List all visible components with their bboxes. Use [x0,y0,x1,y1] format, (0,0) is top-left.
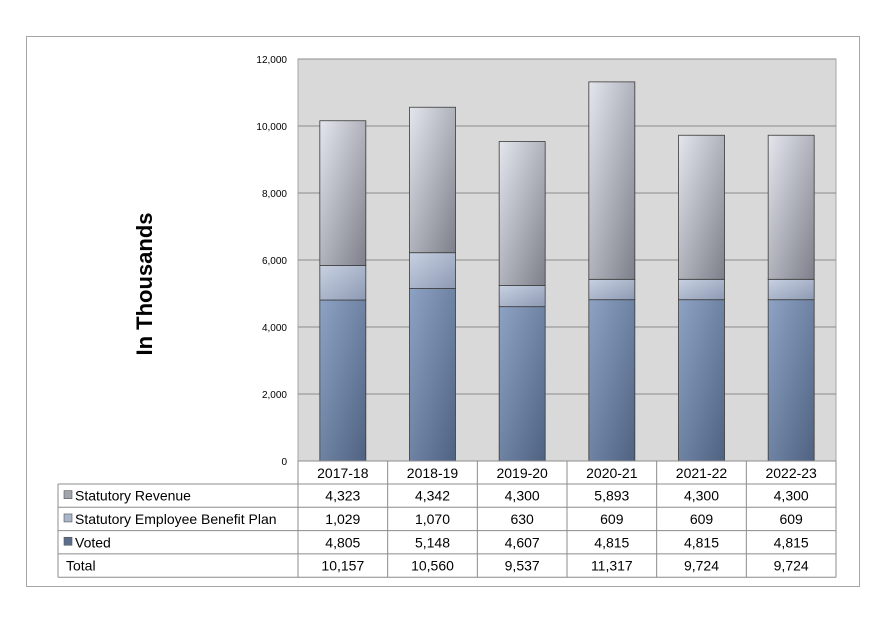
legend-swatch [63,513,73,523]
y-tick-label: 8,000 [262,189,287,200]
bar-statutory-employee-benefit-plan [498,285,546,308]
legend-label: Statutory Employee Benefit Plan [75,511,277,527]
legend-swatch [63,536,73,546]
x-tick-label: 2020-21 [586,465,638,481]
data-label: 609 [690,511,714,527]
x-tick-label: 2019-20 [496,465,548,481]
chart-frame [26,36,860,587]
data-label: 4,815 [684,534,719,550]
bar-voted [498,306,546,462]
data-label: 1,029 [325,511,360,527]
bar-statutory-employee-benefit-plan [588,278,636,301]
data-label: 10,560 [411,558,454,574]
bar-voted [409,288,456,462]
y-tick-label: 4,000 [262,323,287,334]
y-axis-title: In Thousands [132,213,157,356]
bar-voted [319,299,367,462]
legend-label: Statutory Revenue [75,488,191,504]
data-label: 9,537 [505,558,540,574]
data-label: 4,342 [415,488,450,504]
bars [319,81,815,462]
data-label: 11,317 [591,558,633,574]
x-tick-label: 2022-23 [765,465,817,481]
data-label: 609 [779,511,803,527]
bar-statutory-revenue [588,81,636,280]
bar-voted [767,299,815,462]
legend-label: Total [66,558,96,574]
data-label: 4,323 [325,488,360,504]
data-label: 1,070 [415,511,450,527]
x-tick-label: 2017-18 [317,465,369,481]
y-tick-label: 10,000 [256,122,287,133]
y-tick-label: 6,000 [262,256,287,267]
bar-statutory-revenue [409,106,456,254]
y-tick-label: 12,000 [256,55,287,66]
y-tick-label: 0 [281,457,287,468]
data-label: 5,893 [594,488,629,504]
data-label: 4,607 [505,534,540,550]
data-label: 4,815 [594,534,629,550]
data-label: 4,805 [325,534,360,550]
y-tick-label: 2,000 [262,390,287,401]
data-label: 4,300 [684,488,719,504]
x-tick-label: 2021-22 [676,465,728,481]
x-tick-label: 2018-19 [407,465,459,481]
bar-statutory-employee-benefit-plan [409,252,456,289]
bar-statutory-employee-benefit-plan [678,278,725,301]
bar-voted [678,299,725,462]
data-label: 9,724 [684,558,719,574]
data-label: 9,724 [774,558,809,574]
bar-voted [588,299,636,462]
legend-swatch [63,490,73,499]
data-label: 4,300 [505,488,540,504]
bar-statutory-revenue [678,134,725,280]
data-table: 2017-18 2018-19 2019-20 2020-21 2021-22 2022-… [57,460,837,578]
data-label: 4,815 [774,534,809,550]
data-label: 4,300 [774,488,809,504]
legend-label: Voted [75,534,111,550]
bar-statutory-revenue [498,141,546,286]
bar-statutory-revenue [767,134,815,280]
data-label: 609 [600,511,624,527]
bar-statutory-revenue [319,120,367,266]
data-label: 5,148 [415,534,450,550]
gridlines [298,58,836,395]
data-label: 630 [510,511,534,527]
bar-statutory-employee-benefit-plan [767,278,815,301]
y-tick-labels: 0 2,000 4,000 6,000 8,000 10,000 12,000 [256,55,287,468]
data-label: 10,157 [321,558,364,574]
bar-statutory-employee-benefit-plan [319,265,367,301]
